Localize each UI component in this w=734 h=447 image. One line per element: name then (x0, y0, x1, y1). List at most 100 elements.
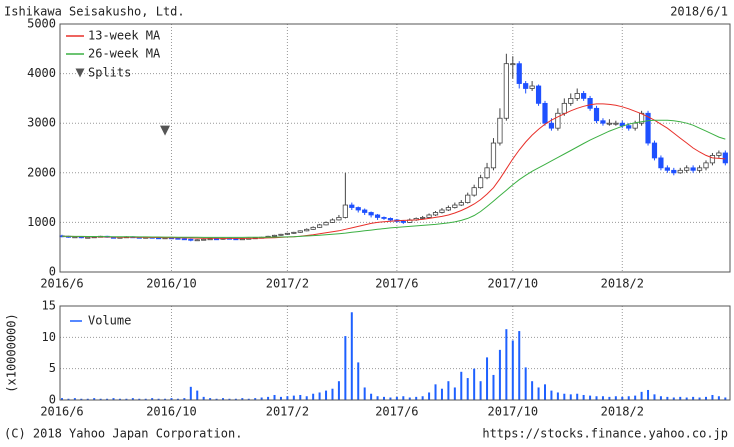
candle-body (529, 85, 535, 89)
volume-bar (498, 349, 501, 400)
volume-bar (331, 388, 334, 400)
volume-bar (576, 393, 579, 400)
volume-bar (582, 394, 585, 400)
volume-bar (99, 398, 102, 400)
volume-bar (563, 393, 566, 400)
candle-body (387, 218, 394, 221)
candle-body (310, 226, 316, 230)
candle-body (503, 63, 509, 119)
x-tick-label: 2018/2 (601, 405, 644, 419)
volume-bar (247, 398, 250, 400)
volume-bar (389, 397, 392, 400)
candle-body (574, 93, 580, 99)
volume-bar (176, 398, 179, 400)
volume-bar (222, 398, 224, 400)
x-tick-label: 2017/10 (488, 277, 539, 291)
candle-body (484, 167, 490, 179)
candle-body (658, 157, 664, 169)
chart-title: Ishikawa Seisakusho, Ltd. (4, 5, 185, 19)
volume-bar (170, 398, 173, 400)
volume-bar (705, 396, 707, 400)
volume-bar (267, 396, 270, 400)
volume-bar (144, 398, 147, 400)
volume-bar (453, 387, 456, 400)
volume-bar (241, 398, 244, 400)
volume-bar (125, 398, 128, 400)
y-tick-label: 15 (42, 299, 56, 313)
x-tick-label: 2018/2 (601, 277, 644, 291)
volume-bar (408, 397, 411, 400)
candle-body (677, 169, 683, 174)
volume-bar (473, 368, 476, 400)
x-tick-label: 2017/2 (266, 277, 309, 291)
volume-bar (589, 395, 592, 400)
volume-frame (59, 305, 731, 401)
candle-body (188, 238, 194, 241)
volume-bar (511, 340, 514, 400)
volume-bar (286, 396, 289, 400)
volume-bar (505, 329, 508, 400)
candle-body (213, 238, 220, 241)
x-tick-label: 2016/10 (146, 405, 197, 419)
volume-bar (86, 398, 89, 400)
volume-bar (524, 367, 527, 400)
candle-body (233, 238, 239, 241)
candle-body (342, 204, 348, 218)
candle-body (510, 63, 516, 66)
volume-bar (357, 362, 360, 400)
candle-body (194, 239, 200, 242)
volume-bar (672, 397, 675, 400)
candle-body (664, 167, 670, 171)
volume-bar (640, 391, 643, 400)
volume-bar (518, 331, 521, 400)
price-panel: 0 1000 2000 3000 4000 5000 2016/6 2016/10 2017/2… (27, 17, 730, 291)
candle-body (304, 228, 310, 232)
volume-bar (376, 396, 379, 400)
x-tick-label: 2016/6 (40, 405, 83, 419)
volume-bar (273, 394, 276, 400)
candle-body (600, 120, 606, 124)
candle-body (613, 122, 619, 125)
candle-body (632, 122, 638, 129)
volume-bar (428, 392, 431, 400)
candle-body (362, 209, 368, 213)
y-tick-label: 10 (42, 330, 56, 344)
y-tick-label: 5 (49, 361, 56, 375)
volume-bar (215, 398, 218, 400)
volume-bar (479, 381, 482, 400)
candle-body (329, 219, 336, 223)
volume-bar (698, 397, 701, 400)
volume-bar (537, 387, 540, 400)
legend-swatch (75, 68, 85, 78)
volume-bar (305, 396, 308, 400)
volume-bar (447, 381, 450, 400)
candle-body (349, 204, 355, 208)
volume-bar (679, 396, 682, 400)
candle-body (606, 122, 613, 125)
candle-body (239, 238, 245, 241)
legend-label: Volume (88, 314, 131, 328)
candle-body (368, 212, 374, 216)
candle-body (355, 207, 361, 211)
candle-body (497, 117, 503, 144)
volume-bar (363, 387, 366, 400)
candle-body (323, 221, 329, 226)
volume-bar (254, 398, 257, 400)
volume-bar (544, 384, 546, 400)
candle-body (452, 204, 458, 208)
candle-body (703, 162, 709, 169)
candle-body (284, 232, 291, 235)
candle-body (619, 122, 625, 127)
volume-bar (685, 397, 688, 400)
x-tick-label: 2016/10 (146, 277, 197, 291)
volume-bar (601, 396, 604, 400)
candle-body (316, 224, 323, 228)
volume-bar (614, 396, 617, 400)
y-tick-label: 4000 (27, 66, 56, 80)
volume-bar (370, 393, 373, 400)
volume-bar (312, 393, 315, 400)
volume-bar (80, 398, 83, 400)
candle-body (207, 238, 213, 241)
volume-bar (711, 394, 714, 400)
volume-bar (164, 398, 167, 400)
